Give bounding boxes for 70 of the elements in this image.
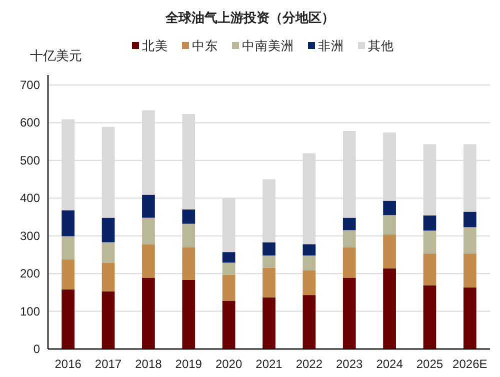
bar: [302, 244, 316, 256]
x-tick-label: 2020: [215, 357, 242, 371]
bar: [182, 209, 196, 224]
x-tick-label: 2023: [336, 357, 364, 371]
bar: [142, 194, 155, 218]
bar: [302, 295, 316, 349]
bar: [62, 259, 75, 290]
bar: [342, 230, 356, 248]
bar: [142, 218, 155, 244]
y-axis-title: 十亿美元: [30, 48, 82, 63]
bar: [262, 297, 276, 349]
bar: [262, 255, 276, 268]
y-tick-label: 500: [20, 153, 40, 168]
bar: [102, 263, 115, 292]
x-tick-label: 2025: [416, 357, 444, 371]
bar: [102, 242, 115, 264]
bar: [423, 285, 436, 349]
x-tick-label: 2021: [256, 357, 283, 371]
bar: [342, 218, 356, 230]
bar: [383, 268, 396, 349]
bar: [342, 278, 356, 349]
bar: [342, 247, 356, 278]
bar: [182, 247, 196, 280]
bar: [222, 252, 236, 263]
bar: [102, 291, 115, 349]
x-tick-label: 2016: [54, 357, 82, 371]
y-tick-label: 400: [20, 191, 40, 206]
y-tick-label: 0: [33, 342, 40, 356]
bar: [423, 254, 436, 286]
y-tick-label: 600: [20, 116, 40, 130]
bar: [142, 278, 155, 349]
bar: [262, 242, 276, 256]
bar: [102, 218, 115, 242]
bar: [302, 270, 316, 296]
bar: [182, 224, 196, 248]
bar: [222, 262, 236, 275]
y-tick-label: 700: [20, 78, 40, 92]
bar: [463, 227, 476, 254]
y-tick-label: 300: [20, 228, 40, 243]
x-tick-label: 2017: [94, 357, 122, 371]
legend-label: 其他: [368, 39, 394, 53]
y-tick-label: 200: [20, 266, 40, 281]
bar: [222, 274, 236, 301]
chart-title: 全球油气上游投资（分地区）: [164, 10, 334, 25]
bar: [62, 210, 75, 236]
legend-label: 中东: [192, 39, 218, 53]
bar: [383, 234, 396, 268]
bar: [463, 288, 476, 349]
bar: [62, 289, 75, 349]
x-tick-label: 2026E: [452, 357, 488, 371]
bar: [383, 200, 396, 216]
bar: [302, 255, 316, 270]
bar: [142, 244, 155, 278]
bar: [463, 254, 476, 288]
bar: [262, 268, 276, 298]
bar: [423, 230, 436, 254]
x-tick-label: 2019: [175, 357, 202, 371]
bar: [62, 236, 75, 260]
bar: [423, 215, 436, 231]
x-tick-label: 2022: [296, 357, 323, 371]
x-tick-label: 2024: [376, 357, 404, 371]
x-tick-label: 2018: [135, 357, 162, 371]
legend-label: 北美: [142, 38, 168, 53]
bar: [463, 212, 476, 228]
legend-label: 非洲: [318, 39, 344, 53]
bar: [182, 280, 196, 349]
bar: [383, 215, 396, 234]
bar: [222, 300, 236, 349]
legend-label: 中南美洲: [242, 38, 294, 53]
y-tick-label: 100: [20, 304, 40, 318]
